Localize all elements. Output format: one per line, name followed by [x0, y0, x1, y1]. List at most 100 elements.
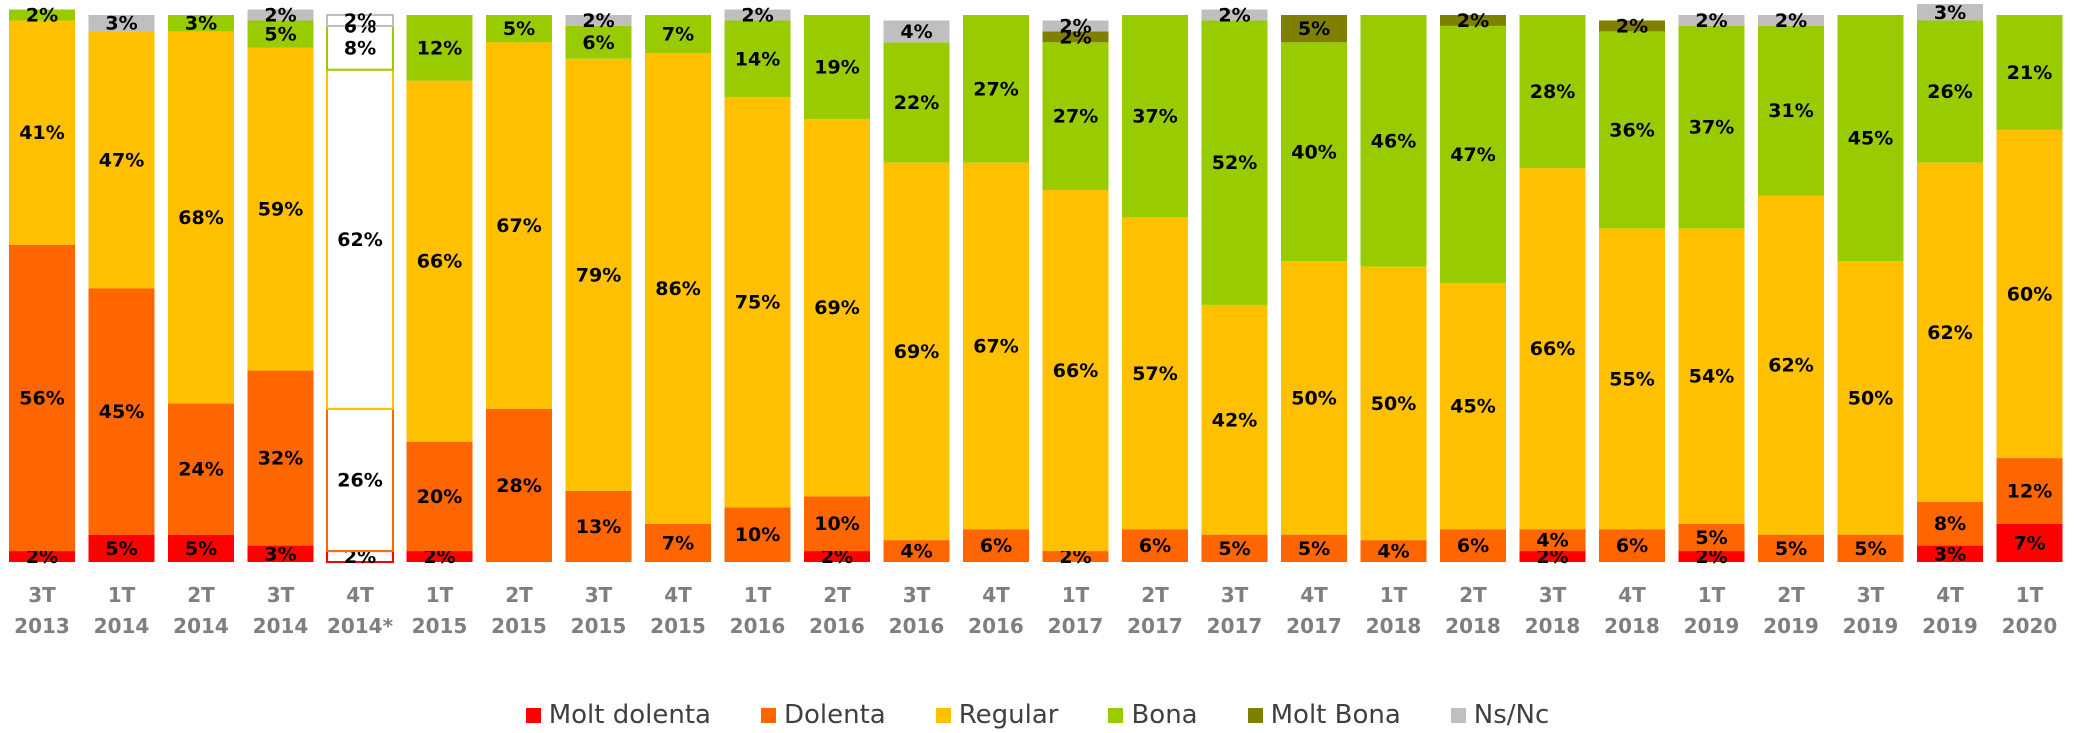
legend-label: Ns/Nc	[1473, 700, 1550, 730]
bar-segment	[883, 162, 950, 541]
data-label: 6%	[1139, 535, 1171, 557]
data-label: 5%	[1695, 527, 1727, 549]
x-tick-label: 3T 2013	[14, 583, 70, 638]
bar-segment	[9, 9, 75, 21]
data-label: 7%	[2013, 532, 2045, 554]
data-label: 2%	[1695, 546, 1727, 568]
bar-segment	[1519, 15, 1586, 169]
bar-segment	[565, 25, 632, 59]
data-label: 66%	[1530, 338, 1575, 360]
data-label: 13%	[576, 516, 621, 538]
bar-segment	[247, 545, 314, 562]
x-tick-label: 2T 2016	[809, 583, 865, 638]
data-label: 2%	[423, 546, 455, 568]
legend: Molt dolenta Dolenta Regular Bona Molt Bona N…	[0, 700, 2075, 730]
data-label: 55%	[1609, 368, 1654, 390]
legend-swatch	[1450, 707, 1466, 723]
bar-segment	[326, 14, 394, 27]
data-label: 67%	[496, 215, 541, 237]
bar-segment	[406, 551, 473, 562]
data-label: 4%	[1377, 541, 1409, 563]
bar-segment	[326, 68, 394, 410]
bar-segment	[1758, 15, 1824, 26]
legend-swatch	[760, 707, 776, 723]
bar-segment	[1599, 20, 1665, 32]
bar-segment	[247, 47, 314, 371]
data-label: 6%	[980, 535, 1012, 557]
bar-segment	[486, 42, 552, 409]
data-label: 3%	[1934, 543, 1966, 565]
data-label: 47%	[1450, 144, 1495, 166]
data-label: 5%	[1854, 538, 1886, 560]
data-label: 2%	[1059, 15, 1091, 37]
data-label: 28%	[1530, 81, 1575, 103]
bar-segment	[804, 551, 870, 562]
bar-segment	[1122, 217, 1188, 530]
bar-segment	[724, 507, 791, 562]
data-label: 22%	[894, 92, 939, 114]
data-label: 2%	[741, 5, 773, 27]
bar-segment	[804, 15, 870, 119]
data-label: 69%	[894, 341, 939, 363]
legend-label: Molt dolenta	[548, 700, 711, 730]
bar-segment	[88, 31, 155, 289]
data-label: 2%	[1457, 10, 1489, 32]
bar-segment	[1996, 15, 2063, 130]
data-label: 6%	[1616, 535, 1648, 557]
bar-segment	[883, 540, 950, 562]
bar-segment	[1678, 523, 1745, 552]
bar-segment	[1281, 534, 1347, 562]
data-label: 5%	[1775, 538, 1807, 560]
data-label: 50%	[1848, 387, 1893, 409]
data-label: 79%	[576, 264, 621, 286]
data-label: 37%	[1132, 106, 1177, 128]
bar-segment	[88, 288, 155, 535]
bar-segment	[1201, 9, 1268, 21]
x-tick-label: 3T 2017	[1206, 583, 1263, 638]
bar-segment	[565, 15, 632, 26]
data-label: 27%	[973, 78, 1018, 100]
bar-segment	[1042, 20, 1109, 32]
bar-segment	[1996, 458, 2063, 524]
bar-segment	[1440, 25, 1506, 284]
data-label: 5%	[503, 18, 535, 40]
data-label: 62%	[337, 229, 382, 251]
legend-item: Dolenta	[760, 700, 886, 730]
data-label: 2%	[1059, 546, 1091, 568]
data-label: 2%	[264, 5, 296, 27]
data-label: 75%	[735, 292, 780, 314]
bar-segment	[565, 490, 632, 562]
bar-segment	[406, 441, 473, 552]
x-tick-label: 3T 2019	[1842, 583, 1899, 638]
data-label: 10%	[814, 513, 859, 535]
bar-segment	[168, 403, 234, 535]
bar-segment	[168, 534, 234, 562]
bar-segment	[1042, 42, 1109, 191]
data-label: 2%	[1536, 546, 1568, 568]
x-tick-label: 3T 2015	[570, 583, 627, 638]
bar-segment	[1837, 534, 1904, 562]
data-label: 2%	[1059, 26, 1091, 48]
bar-segment	[1201, 304, 1268, 535]
data-label: 32%	[258, 448, 303, 470]
x-tick-label: 2T 2018	[1445, 583, 1501, 638]
bar-segment	[1122, 15, 1188, 218]
x-tick-label: 4T 2014*	[326, 583, 394, 638]
data-label: 40%	[1291, 141, 1336, 163]
data-label: 2%	[1775, 10, 1807, 32]
data-label: 45%	[99, 401, 144, 423]
legend-swatch	[1108, 707, 1124, 723]
data-label: 62%	[1927, 322, 1972, 344]
data-label: 27%	[1053, 106, 1098, 128]
x-tick-label: 4T 2016	[968, 583, 1024, 638]
data-label: 47%	[99, 149, 144, 171]
data-label: 26%	[1927, 81, 1972, 103]
legend-swatch	[1247, 707, 1263, 723]
data-label: 26%	[337, 469, 382, 491]
data-label: 66%	[1053, 360, 1098, 382]
data-label: 4%	[900, 21, 932, 43]
data-label: 42%	[1212, 409, 1257, 431]
bar-segment	[804, 496, 870, 552]
data-label: 6%	[582, 32, 614, 54]
